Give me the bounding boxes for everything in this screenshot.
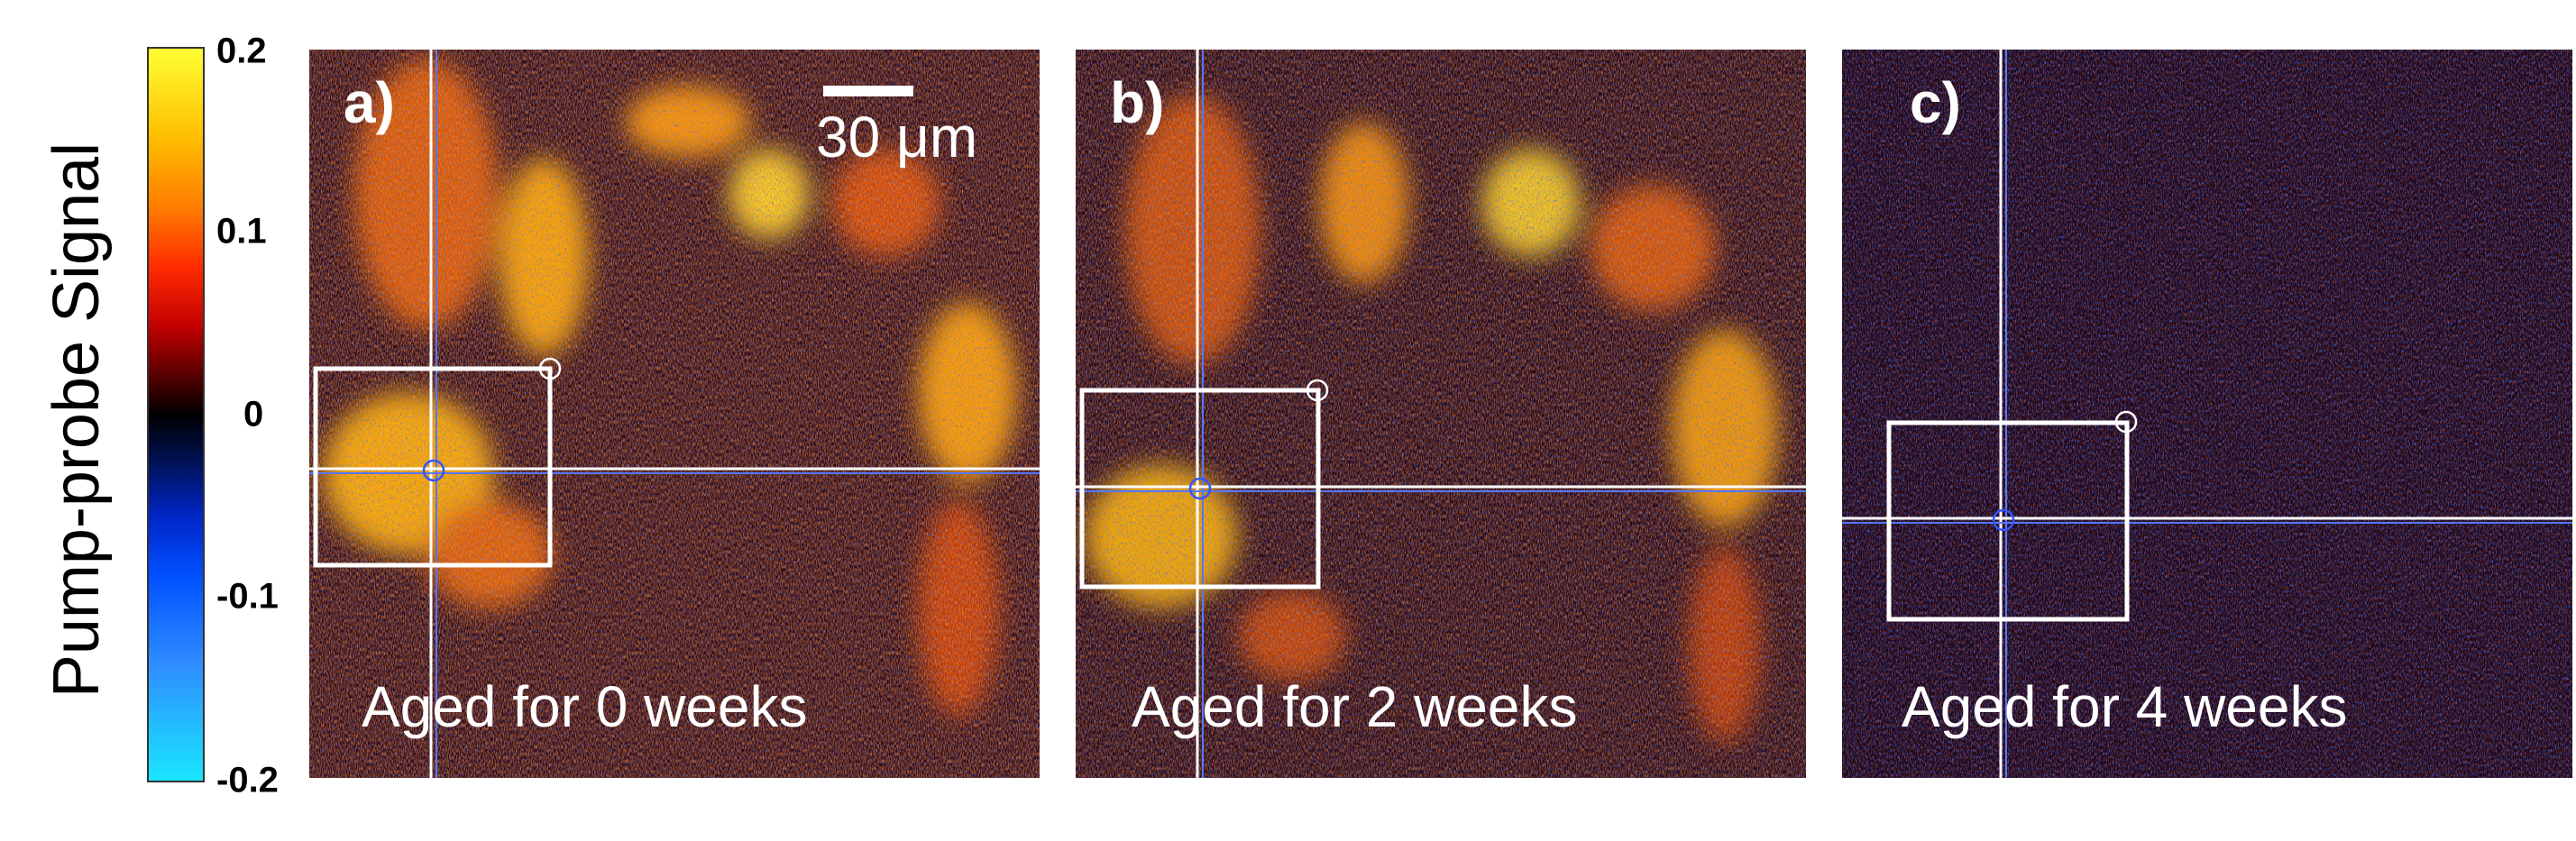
panel-caption-c: Aged for 4 weeks: [1902, 674, 2348, 739]
scale-bar-label: 30 μm: [816, 105, 978, 169]
panel-label-c: c): [1910, 70, 1961, 135]
colorbar-tick: 0: [243, 394, 264, 434]
panel-label-b: b): [1110, 70, 1165, 135]
panel-a: a) 30 μm Aged for 0 weeks: [309, 50, 1040, 778]
colorbar-tick: -0.2: [216, 760, 279, 800]
colorbar: [147, 47, 205, 782]
panel-c: c) Aged for 4 weeks: [1842, 50, 2572, 778]
colorbar-tick: -0.1: [216, 576, 279, 617]
colorbar-tick: 0.2: [216, 31, 267, 71]
colorbar-label: Pump-probe Signal: [41, 142, 113, 699]
scale-bar: [823, 86, 913, 96]
pump-probe-image-c: [1842, 50, 2572, 778]
panel-b: b) Aged for 2 weeks: [1076, 50, 1806, 778]
panel-label-a: a): [344, 70, 395, 135]
panel-caption-a: Aged for 0 weeks: [362, 674, 808, 739]
colorbar-tick: 0.1: [216, 211, 267, 251]
pump-probe-image-b: [1076, 50, 1806, 778]
pump-probe-image-a: [309, 50, 1040, 778]
panel-caption-b: Aged for 2 weeks: [1132, 674, 1578, 739]
